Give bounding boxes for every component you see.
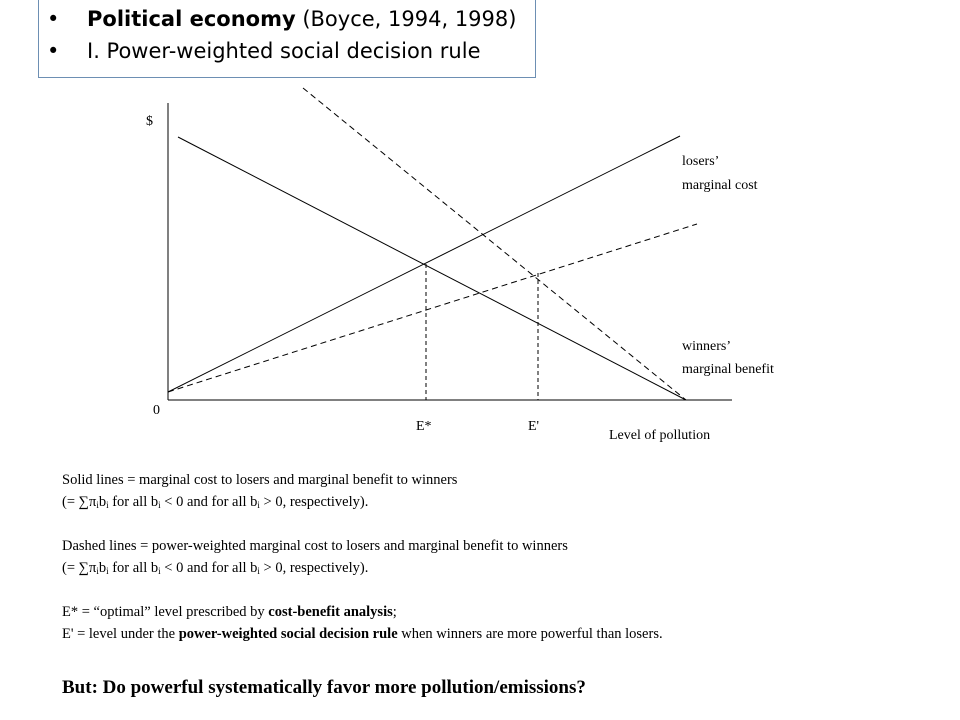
losers-label-line1: losers’ [682,154,719,169]
title-rest-text: I. Power-weighted social decision rule [87,39,481,63]
title-rest-text: (Boyce, 1994, 1998) [295,7,517,31]
title-bullet-item: • Political economy (Boyce, 1994, 1998) [39,3,535,35]
caption-line: E* = “optimal” level prescribed by cost-… [62,604,397,620]
title-bullet-list: • Political economy (Boyce, 1994, 1998) … [39,3,535,67]
caption-line: (= ∑πibi for all bi < 0 and for all bi >… [62,560,369,576]
winners-label-line1: winners’ [682,339,731,354]
title-box: • Political economy (Boyce, 1994, 1998) … [38,0,536,78]
conclusion-text: But: Do powerful systematically favor mo… [62,677,586,698]
winners-label-line2: marginal benefit [682,362,774,377]
origin-label: 0 [153,403,160,418]
caption-line: E' = level under the power-weighted soci… [62,626,663,642]
x-axis-label: Level of pollution [609,428,710,443]
caption-line: Solid lines = marginal cost to losers an… [62,472,458,488]
power-weighted-benefit-line [302,87,687,401]
title-bold-text: Political economy [87,7,296,31]
e-prime-label: E' [528,419,539,434]
caption-line: Dashed lines = power-weighted marginal c… [62,538,568,554]
title-bullet-item: • I. Power-weighted social decision rule [39,35,535,67]
losers-marginal-cost-line [167,135,681,393]
bullet-icon: • [47,39,60,63]
losers-label-line2: marginal cost [682,178,758,193]
y-axis-label: $ [146,114,153,129]
power-weighted-cost-line [167,223,698,393]
e-star-label: E* [416,419,432,434]
winners-marginal-benefit-line [177,136,687,401]
pollution-diagram: $ 0 E* E' Level of pollution losers’ mar… [146,87,774,443]
bullet-icon: • [47,7,60,31]
caption-line: (= ∑πibi for all bi < 0 and for all bi >… [62,494,369,510]
caption: Solid lines = marginal cost to losers an… [62,469,922,645]
